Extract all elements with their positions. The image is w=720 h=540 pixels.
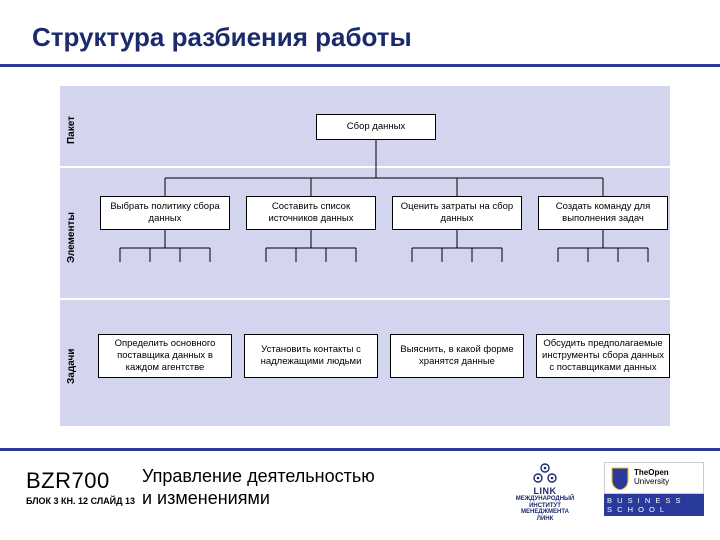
shield-icon: [610, 466, 630, 490]
node-root: Сбор данных: [316, 114, 436, 140]
divider-top: [0, 64, 720, 67]
link-sub1: МЕЖДУНАРОДНЫЙ: [500, 496, 590, 503]
footer-title: Управление деятельностью и изменениями: [142, 466, 375, 509]
link-name: LINK: [500, 486, 590, 496]
link-sub4: ЛИНК: [500, 516, 590, 523]
page-title: Структура разбиения работы: [32, 22, 412, 53]
slide-number: БЛОК 3 КН. 12 СЛАЙД 13: [26, 496, 135, 506]
ou-top: TheOpen University: [604, 462, 704, 494]
link-icon: [533, 462, 557, 484]
link-sub3: МЕНЕДЖМЕНТА: [500, 509, 590, 516]
slide: Структура разбиения работы Пакет Элемент…: [0, 0, 720, 540]
logo-open-university: TheOpen University B U S I N E S S S C H…: [604, 462, 704, 516]
node-element-2: Составить список источников данных: [246, 196, 376, 230]
node-task-1: Определить основного поставщика данных в…: [98, 334, 232, 378]
ou-b2: S C H O O L: [607, 505, 666, 514]
logo-link: LINK МЕЖДУНАРОДНЫЙ ИНСТИТУТ МЕНЕДЖМЕНТА …: [500, 462, 590, 522]
ou-l2: University: [634, 477, 669, 486]
wbs-diagram: Пакет Элементы Задачи: [60, 86, 670, 426]
node-element-3: Оценить затраты на сбор данных: [392, 196, 522, 230]
course-code: BZR700: [26, 468, 110, 494]
ou-bottom: B U S I N E S S S C H O O L: [604, 494, 704, 516]
ou-text: TheOpen University: [634, 469, 669, 487]
divider-bottom: [0, 448, 720, 451]
footer: BZR700 БЛОК 3 КН. 12 СЛАЙД 13 Управление…: [0, 460, 720, 532]
node-element-1: Выбрать политику сбора данных: [100, 196, 230, 230]
footer-title-l2: и изменениями: [142, 488, 270, 508]
node-task-4: Обсудить предполагаемые инструменты сбор…: [536, 334, 670, 378]
footer-title-l1: Управление деятельностью: [142, 466, 375, 486]
node-element-4: Создать команду для выполнения задач: [538, 196, 668, 230]
node-task-2: Установить контакты с надлежащими людьми: [244, 334, 378, 378]
node-task-3: Выяснить, в какой форме хранятся данные: [390, 334, 524, 378]
logos: LINK МЕЖДУНАРОДНЫЙ ИНСТИТУТ МЕНЕДЖМЕНТА …: [500, 462, 704, 522]
ou-b1: B U S I N E S S: [607, 496, 682, 505]
link-sub2: ИНСТИТУТ: [500, 503, 590, 510]
